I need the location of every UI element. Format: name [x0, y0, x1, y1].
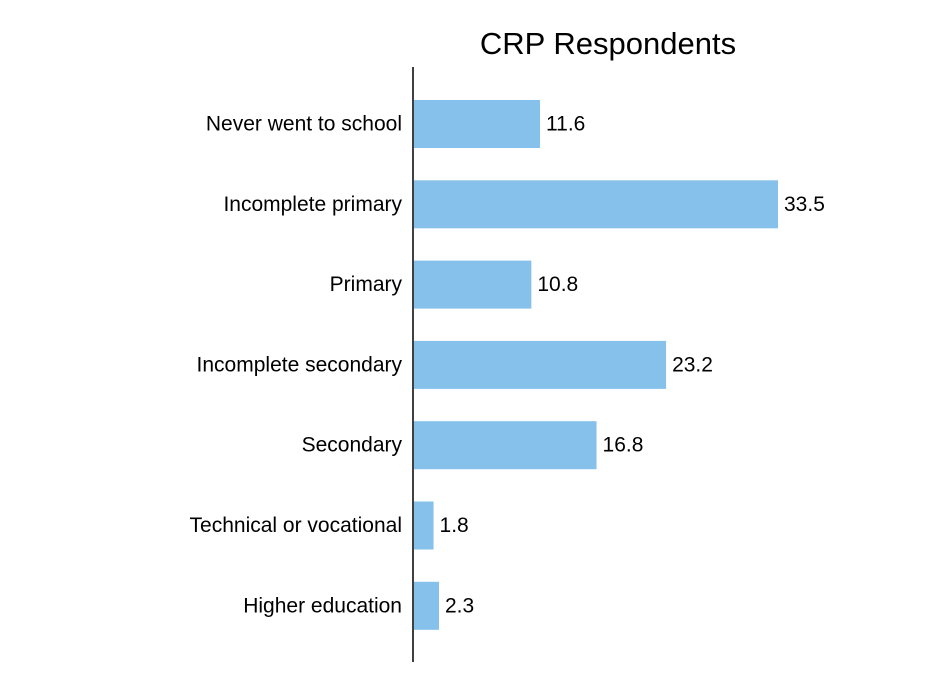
- category-label: Secondary: [302, 434, 403, 457]
- value-label: 10.8: [537, 273, 578, 296]
- category-label: Incomplete secondary: [197, 353, 403, 376]
- bar: [414, 501, 434, 550]
- bar: [414, 260, 532, 309]
- category-label: Higher education: [243, 594, 402, 617]
- bar: [414, 180, 778, 229]
- value-label: 2.3: [445, 594, 474, 617]
- chart-title: CRP Respondents: [479, 26, 737, 61]
- value-label: 33.5: [784, 193, 825, 216]
- bar: [414, 340, 667, 389]
- value-label: 1.8: [440, 514, 469, 537]
- bar: [414, 581, 439, 630]
- value-label: 16.8: [603, 434, 644, 457]
- category-label: Technical or vocational: [190, 514, 402, 537]
- category-label: Primary: [330, 273, 403, 296]
- value-label: 11.6: [546, 113, 585, 136]
- bar: [414, 100, 541, 148]
- category-label: Never went to school: [206, 113, 402, 136]
- value-label: 23.2: [672, 353, 713, 376]
- bar: [414, 421, 597, 470]
- category-label: Incomplete primary: [223, 193, 402, 216]
